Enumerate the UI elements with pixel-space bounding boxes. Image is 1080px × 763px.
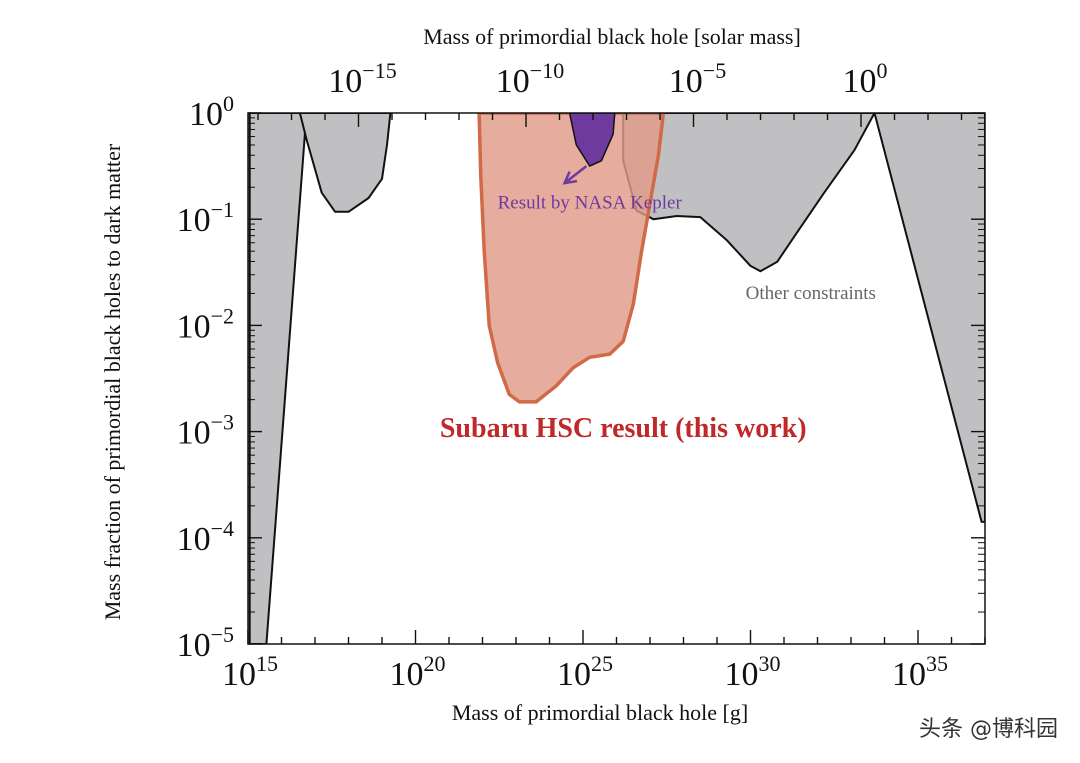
y-tick-label: 10−3 [177,410,234,452]
x2-tick-label: 10−5 [669,58,726,100]
watermark-text: 头条 @博科园 [919,717,1058,742]
y-tick-label: 10−4 [177,516,234,558]
y-tick-label: 100 [189,91,234,133]
y-axis-title: Mass fraction of primordial black holes … [100,143,125,620]
y-tick-label: 10−2 [177,303,234,345]
x2-axis-title: Mass of primordial black hole [solar mas… [423,24,801,49]
x2-tick-label: 100 [843,58,888,100]
area-other-left [248,113,306,644]
x-tick-label: 1025 [557,651,613,693]
x2-tick-label: 10−15 [328,58,396,100]
kepler-arrow-head [562,171,578,185]
area-nasa-kepler [568,113,616,167]
annotation-2: Subaru HSC result (this work) [440,413,807,444]
x-tick-label: 1015 [222,651,278,693]
x-axis-title: Mass of primordial black hole [g] [452,700,748,725]
y-tick-label: 10−5 [177,622,234,664]
x-tick-label: 1035 [892,651,948,693]
ticks: 1015 1020 1025 1030 1035 10−15 10−10 10−5 100 100… [177,58,986,693]
kepler-arrow-line [563,165,588,185]
data-areas [248,113,985,644]
annotation-1: Other constraints [746,283,876,304]
x-tick-label: 1030 [725,651,781,693]
x2-tick-label: 10−10 [496,58,564,100]
area-other-right [622,113,985,523]
annotation-0: Result by NASA Kepler [498,193,683,214]
x-tick-label: 1020 [390,651,446,693]
annotations: Result by NASA Kepler Other constraints Su… [440,165,876,444]
area-subaru-hsc [477,113,666,404]
area-other-second [298,113,392,213]
y-tick-label: 10−1 [177,197,234,239]
